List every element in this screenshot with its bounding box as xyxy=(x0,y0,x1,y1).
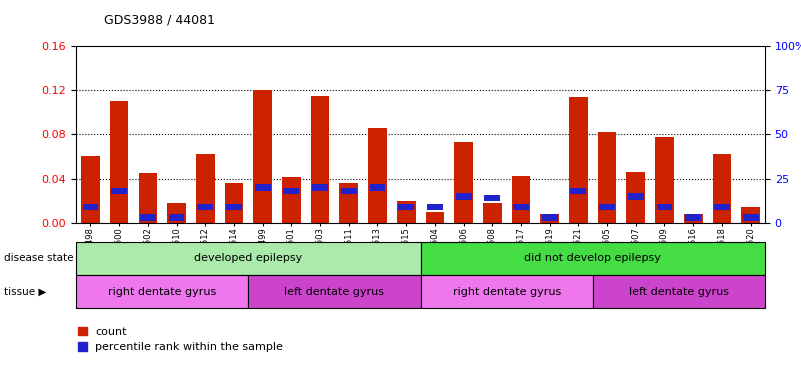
Bar xyxy=(427,204,443,210)
Bar xyxy=(197,204,213,210)
Bar xyxy=(111,188,127,194)
Text: right dentate gyrus: right dentate gyrus xyxy=(453,286,561,297)
Bar xyxy=(541,214,559,223)
Text: right dentate gyrus: right dentate gyrus xyxy=(108,286,216,297)
Bar xyxy=(454,142,473,223)
Bar xyxy=(255,184,271,191)
Bar xyxy=(83,204,99,210)
Bar xyxy=(284,188,300,194)
Text: disease state ▶: disease state ▶ xyxy=(4,253,85,263)
Bar xyxy=(311,96,329,223)
Bar xyxy=(253,90,272,223)
Bar xyxy=(368,128,387,223)
Bar xyxy=(513,204,529,210)
Bar xyxy=(282,177,300,223)
Text: left dentate gyrus: left dentate gyrus xyxy=(284,286,384,297)
Bar xyxy=(169,214,184,221)
Bar xyxy=(226,204,242,210)
Bar xyxy=(139,173,157,223)
Bar xyxy=(167,203,186,223)
Text: tissue ▶: tissue ▶ xyxy=(4,286,46,297)
Bar xyxy=(684,214,702,223)
Bar xyxy=(541,214,557,221)
Text: left dentate gyrus: left dentate gyrus xyxy=(629,286,729,297)
Bar xyxy=(483,203,501,223)
Bar xyxy=(398,204,414,210)
Bar xyxy=(628,193,644,200)
Bar xyxy=(140,214,155,221)
Text: did not develop epilepsy: did not develop epilepsy xyxy=(525,253,661,263)
Bar xyxy=(741,207,760,223)
Bar xyxy=(570,188,586,194)
Bar xyxy=(196,154,215,223)
Text: developed epilepsy: developed epilepsy xyxy=(194,253,303,263)
Bar xyxy=(369,184,385,191)
Text: GDS3988 / 44081: GDS3988 / 44081 xyxy=(104,13,215,26)
Bar xyxy=(81,157,100,223)
Bar xyxy=(598,132,617,223)
Bar xyxy=(512,176,530,223)
Bar xyxy=(626,172,645,223)
Bar xyxy=(340,183,358,223)
Bar xyxy=(655,137,674,223)
Bar xyxy=(224,183,244,223)
Bar xyxy=(743,214,759,221)
Bar xyxy=(599,204,615,210)
Bar xyxy=(425,212,445,223)
Bar xyxy=(657,204,672,210)
Bar xyxy=(714,204,730,210)
Bar xyxy=(110,101,128,223)
Legend: count, percentile rank within the sample: count, percentile rank within the sample xyxy=(78,326,284,353)
Bar xyxy=(456,193,472,200)
Bar xyxy=(686,214,701,221)
Bar xyxy=(713,154,731,223)
Bar xyxy=(569,97,588,223)
Bar xyxy=(485,195,500,201)
Bar xyxy=(341,188,356,194)
Bar xyxy=(396,200,416,223)
Bar xyxy=(312,184,328,191)
